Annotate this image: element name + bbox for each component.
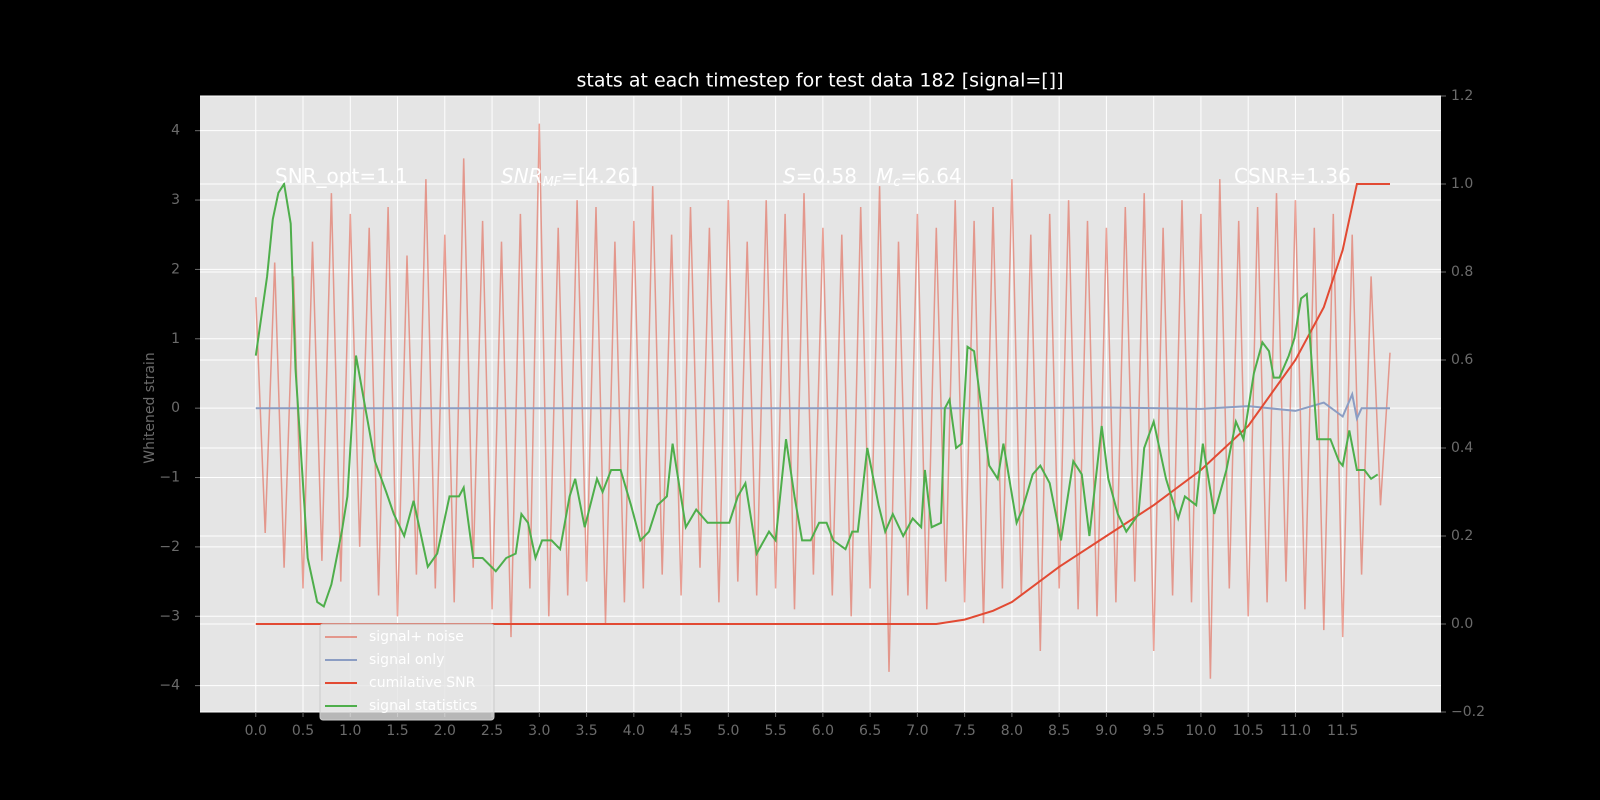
legend: signal+ noise signal only cumilative SNR si… <box>319 623 495 721</box>
annotation-main: M <box>876 164 893 188</box>
y-tick-label: 0 <box>171 400 180 416</box>
x-tick-label: 3.0 <box>528 723 550 739</box>
y-tick-label: 3 <box>171 192 180 208</box>
legend-label: cumilative SNR <box>369 675 476 691</box>
annotation-main: CSNR=1.36 <box>1234 164 1351 188</box>
x-tick-label: 11.5 <box>1327 723 1358 739</box>
y-tick-label: −2 <box>159 539 180 555</box>
x-tick-label: 5.5 <box>764 723 786 739</box>
y2-tick-label: 1.2 <box>1451 88 1473 104</box>
x-tick-label: 9.5 <box>1143 723 1165 739</box>
x-tick-label: 7.0 <box>906 723 928 739</box>
grid <box>200 95 1441 713</box>
annotation: SNRMF=[4.26] <box>501 164 638 190</box>
y-axis-label: Whitened strain <box>142 352 158 463</box>
x-tick-label: 3.5 <box>575 723 597 739</box>
annotation-sub: MF <box>543 175 562 190</box>
y2-tick-label: 0.0 <box>1451 616 1473 632</box>
annotation-main: SNR <box>501 164 543 188</box>
x-tick-label: 6.0 <box>812 723 834 739</box>
y2-tick-label: 0.6 <box>1451 352 1473 368</box>
x-tick-label: 4.5 <box>670 723 692 739</box>
series-line <box>255 123 1391 679</box>
legend-label: signal only <box>369 652 444 668</box>
x-tick-label: 10.0 <box>1185 723 1216 739</box>
x-tick-label: 2.0 <box>434 723 456 739</box>
x-tick-label: 1.5 <box>386 723 408 739</box>
x-tick-label: 4.0 <box>623 723 645 739</box>
legend-box <box>319 623 495 721</box>
x-tick-label: 7.5 <box>954 723 976 739</box>
annotation-rest: =[4.26] <box>561 164 638 188</box>
annotation-rest: =0.58 <box>796 164 857 188</box>
y2-tick-label: 0.4 <box>1451 440 1473 456</box>
x-tick-label: 9.0 <box>1095 723 1117 739</box>
x-tick-label: 10.5 <box>1233 723 1264 739</box>
annotation: CSNR=1.36 <box>1234 164 1351 188</box>
annotation-rest: =6.64 <box>900 164 961 188</box>
x-tick-label: 1.0 <box>339 723 361 739</box>
y2-tick-label: 0.8 <box>1451 264 1473 280</box>
x-tick-label: 8.0 <box>1001 723 1023 739</box>
annotation-sub: c <box>893 175 900 190</box>
series-line <box>254 181 1379 608</box>
y-tick-label: −1 <box>159 470 180 486</box>
x-tick-label: 5.0 <box>717 723 739 739</box>
x-tick-label: 0.0 <box>245 723 267 739</box>
y-tick-label: −4 <box>159 678 180 694</box>
annotation: S=0.58 <box>783 164 857 188</box>
y2-tick-label: 0.2 <box>1451 528 1473 544</box>
series-line <box>255 390 1390 422</box>
series-line <box>255 183 1390 625</box>
x-tick-label: 0.5 <box>292 723 314 739</box>
chart-title: stats at each timestep for test data 182… <box>576 70 1063 92</box>
annotation: SNR_opt=1.1 <box>275 164 408 188</box>
y-tick-label: 4 <box>171 123 180 139</box>
y2-tick-label: 1.0 <box>1451 176 1473 192</box>
y-tick-label: −3 <box>159 608 180 624</box>
annotation: Mc=6.64 <box>876 164 962 190</box>
annotation-main: SNR_opt=1.1 <box>275 164 408 188</box>
annotation-main: S <box>783 164 796 188</box>
x-tick-label: 6.5 <box>859 723 881 739</box>
x-tick-label: 2.5 <box>481 723 503 739</box>
legend-label: signal statistics <box>369 698 477 714</box>
y-tick-label: 2 <box>171 261 180 277</box>
legend-label: signal+ noise <box>369 629 464 645</box>
x-tick-label: 8.5 <box>1048 723 1070 739</box>
plot-area <box>200 96 1441 712</box>
x-tick-label: 11.0 <box>1280 723 1311 739</box>
y2-tick-label: −0.2 <box>1451 704 1485 720</box>
y-tick-label: 1 <box>171 331 180 347</box>
